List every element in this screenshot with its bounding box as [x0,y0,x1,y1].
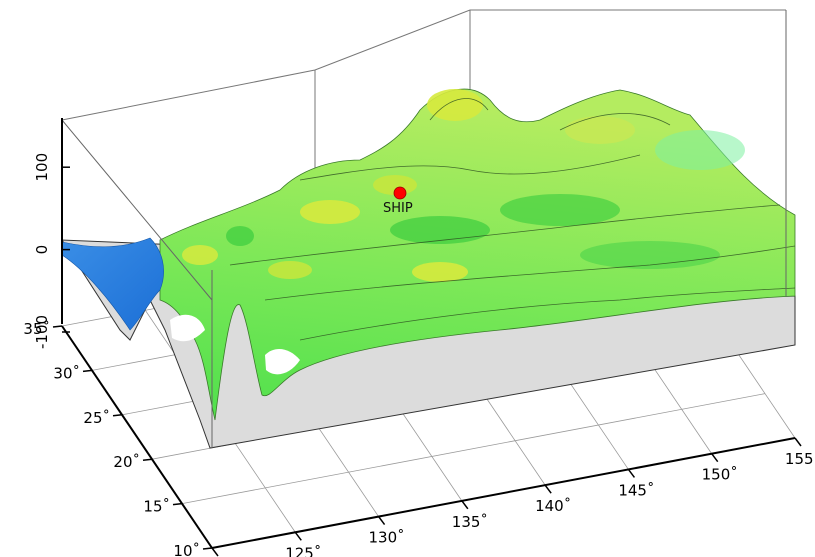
x-tick-mark [711,453,719,463]
y-tick-mark [52,325,63,328]
x-tick-label: 145˚ [618,481,654,499]
z-tick-label: 0 [33,245,51,255]
ship-label: SHIP [383,201,413,216]
x-tick-label: 150˚ [702,466,738,484]
axes: 120˚125˚130˚135˚140˚145˚150˚155˚10˚15˚20… [23,118,815,557]
terrain-surface [61,88,796,421]
x-tick-mark [794,437,802,447]
x-tick-mark [461,500,469,510]
x-tick-label: 135˚ [452,513,488,531]
x-tick-label: 130˚ [369,529,405,547]
x-tick-mark [627,468,636,478]
x-tick-mark [294,531,302,541]
y-tick-label: 15˚ [143,498,170,516]
y-tick-label: 35˚ [23,320,50,338]
y-tick-mark [172,502,183,506]
x-tick-mark [544,484,552,494]
x-tick-mark [377,516,386,526]
y-axis-line [61,325,213,549]
z-tick-label: -100 [33,315,51,349]
y-tick-label: 25˚ [83,409,110,427]
y-tick-mark [142,458,153,461]
y-tick-mark [202,547,213,550]
x-axis-line [211,437,796,549]
y-tick-label: 20˚ [113,453,140,471]
grid-line-y [181,393,766,504]
y-tick-label: 30˚ [53,364,80,382]
x-tick-label: 125˚ [285,544,321,557]
x-tick-label: 140˚ [535,497,571,515]
y-tick-mark [82,369,93,373]
y-tick-mark [112,414,123,417]
z-tick-label: 100 [33,153,51,182]
ship-annotation: SHIP [383,186,413,216]
x-tick-label: 155˚ [785,450,815,468]
x-tick-mark [211,547,219,557]
ship-marker [393,186,407,200]
y-tick-label: 10˚ [173,542,200,557]
